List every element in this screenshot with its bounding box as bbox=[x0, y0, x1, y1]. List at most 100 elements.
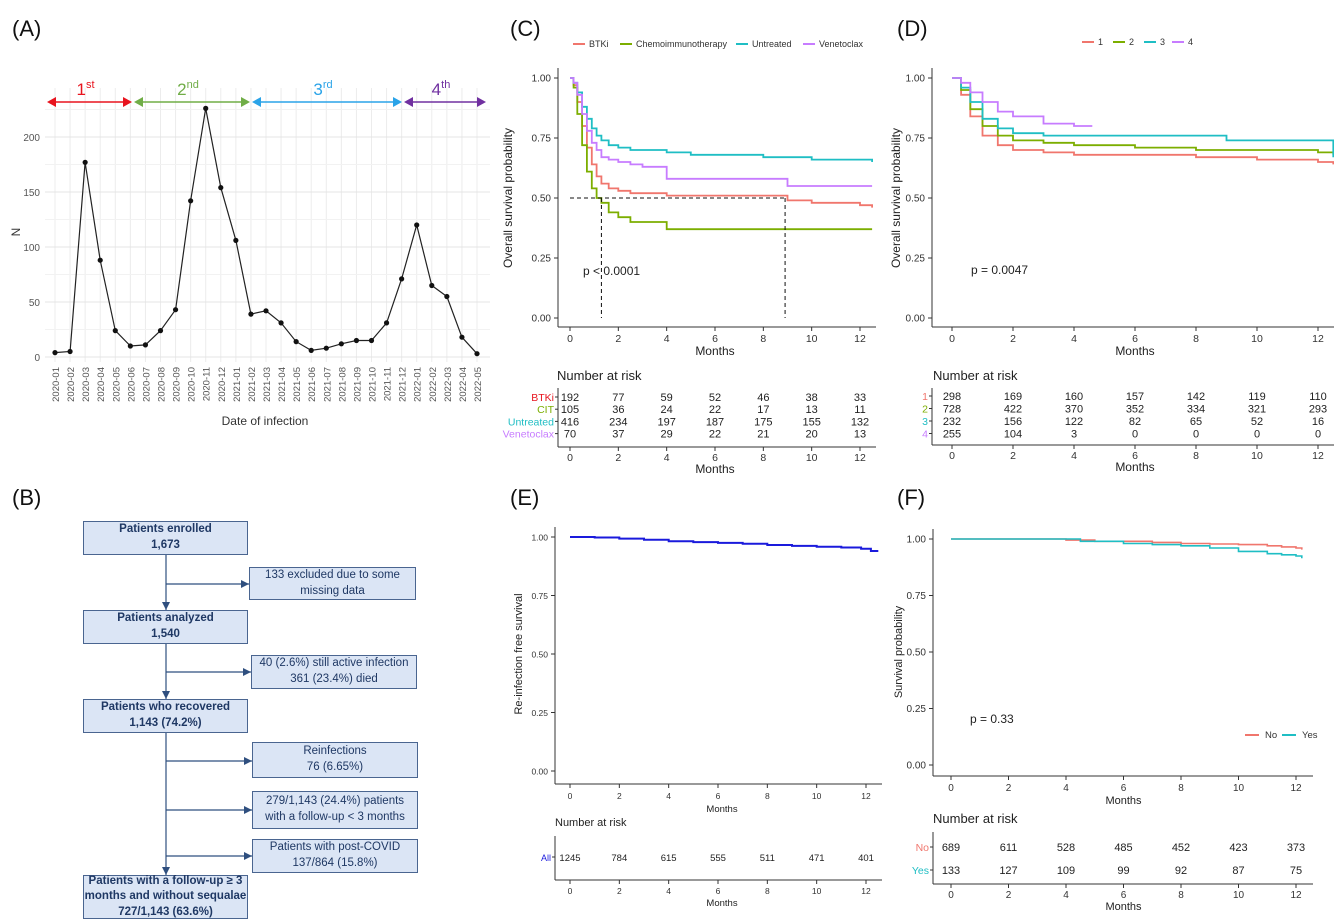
panel-c-risk-row-label: CIT bbox=[537, 404, 555, 416]
panel-d-series-3 bbox=[952, 77, 1334, 158]
panel-e-xlabel: Months bbox=[706, 804, 737, 815]
flow-active-line2: 361 (23.4%) died bbox=[290, 673, 378, 685]
wave-3-arrow-head-left bbox=[252, 97, 261, 107]
panel-f-risk-value: 373 bbox=[1287, 842, 1305, 854]
panel-a-data-point bbox=[188, 198, 194, 204]
flow-arrowhead-reinfections bbox=[244, 757, 252, 765]
panel-a-data-point bbox=[383, 320, 390, 326]
panel-c-risk-value: 24 bbox=[661, 404, 673, 416]
panel-c-risk-xtick-label: 6 bbox=[712, 452, 718, 464]
panel-c-risk-value: 175 bbox=[754, 416, 772, 428]
panel-e-risk-xtick-label: 6 bbox=[716, 886, 721, 896]
panel-c-series-chemoimmunotherapy bbox=[570, 77, 873, 231]
panel-e-xtick-label: 6 bbox=[716, 791, 721, 801]
panel-a-data-point bbox=[67, 348, 73, 355]
panel-f-risk-xtick-label: 4 bbox=[1063, 890, 1069, 901]
flow-arrowhead-active bbox=[243, 668, 251, 676]
flow-reinfections-line1: Reinfections bbox=[303, 745, 367, 758]
panel-d-series-4 bbox=[952, 77, 1093, 127]
panel-e-xtick-label: 4 bbox=[666, 791, 671, 801]
wave-1-arrow-head-left bbox=[47, 97, 56, 107]
panel-d-risk-xtick-label: 10 bbox=[1251, 450, 1263, 462]
wave-3-label: 3rd bbox=[313, 79, 332, 99]
panel-d-xtick-label: 6 bbox=[1132, 333, 1138, 345]
flow-final-line1: Patients with a follow-up ≥ 3 bbox=[88, 874, 243, 887]
wave-2-number: 2 bbox=[177, 80, 186, 99]
panel-d-risk-xtick-label: 6 bbox=[1132, 450, 1138, 462]
flow-followup-line2: with a follow-up < 3 months bbox=[265, 811, 405, 823]
wave-4-suffix: th bbox=[441, 79, 450, 91]
flow-reinfections-box: Reinfections 76 (6.65%) bbox=[252, 742, 418, 778]
panel-d-xtick-label: 4 bbox=[1071, 333, 1077, 345]
panel-d-risk-value: 422 bbox=[1004, 404, 1022, 416]
panel-d-risk-xtick-label: 0 bbox=[949, 450, 955, 462]
flow-enrolled-count: 1,673 bbox=[151, 539, 180, 551]
panel-a-data-point bbox=[323, 345, 329, 351]
panel-d-xlabel: Months bbox=[1115, 344, 1154, 358]
panel-a-data-point bbox=[52, 350, 58, 356]
panel-c-xtick-label: 2 bbox=[615, 333, 621, 345]
panel-a-data-point bbox=[459, 334, 465, 340]
flow-followup-box: 279/1,143 (24.4%) patients with a follow… bbox=[252, 791, 418, 829]
panel-a-xtick-label: 2020-02 bbox=[66, 367, 77, 402]
wave-1-number: 1 bbox=[76, 80, 85, 99]
panel-d-risk-row-label: 4 bbox=[922, 429, 928, 441]
flow-arrowhead-followup bbox=[244, 806, 252, 814]
panel-c-risk-value: 20 bbox=[806, 429, 818, 441]
panel-f-risk-value: 133 bbox=[942, 865, 960, 877]
panel-f-ytick-label: 0.75 bbox=[907, 591, 927, 602]
panel-label-E: (E) bbox=[510, 485, 539, 510]
panel-a-xtick-label: 2021-05 bbox=[292, 367, 303, 402]
panel-c-risk-value: 234 bbox=[609, 416, 627, 428]
panel-a-background bbox=[45, 88, 490, 362]
panel-a-xtick-label: 2020-10 bbox=[187, 367, 198, 402]
flow-enrolled-box: Patients enrolled 1,673 bbox=[83, 521, 248, 555]
flow-reinfections-line2: 76 (6.65%) bbox=[306, 761, 364, 773]
panel-a-data-point bbox=[474, 351, 480, 357]
panel-a-xtick-label: 2020-03 bbox=[81, 367, 92, 402]
panel-f-ytick-label: 0.00 bbox=[907, 761, 927, 772]
panel-a-xtick-label: 2021-09 bbox=[352, 367, 363, 402]
panel-f-risk-value: 611 bbox=[1000, 842, 1018, 854]
panel-d-risk-value: 156 bbox=[1004, 416, 1022, 428]
panel-a-data-point bbox=[338, 341, 344, 347]
panel-d-risk-value: 232 bbox=[943, 416, 961, 428]
panel-e-risk-value: 555 bbox=[710, 853, 726, 864]
flow-enrolled-title: Patients enrolled bbox=[119, 523, 212, 536]
panel-c-risk-value: 197 bbox=[657, 416, 675, 428]
panel-e-risk-value: 511 bbox=[760, 853, 775, 864]
panel-e-risk-value: 471 bbox=[809, 853, 825, 864]
flow-arrowhead-excluded bbox=[241, 580, 249, 588]
panel-a-data-point bbox=[233, 237, 239, 243]
panel-c-risk-value: 22 bbox=[709, 429, 721, 441]
flow-recovered-count: 1,143 (74.2%) bbox=[129, 717, 202, 729]
panel-a-xtick-label: 2020-07 bbox=[141, 367, 152, 402]
panel-f-risk-value: 528 bbox=[1057, 842, 1075, 854]
panel-a-xtick-label: 2020-04 bbox=[96, 367, 107, 402]
panel-e-ytick-label: 0.25 bbox=[531, 708, 548, 718]
panel-d-risk-xtick-label: 4 bbox=[1071, 450, 1077, 462]
panel-c-risk-xtick-label: 0 bbox=[567, 452, 573, 464]
panel-a-xtick-label: 2021-04 bbox=[277, 367, 288, 402]
panel-a-data-point bbox=[218, 185, 224, 191]
panel-f-risk-xtick-label: 0 bbox=[948, 890, 954, 901]
panel-e-xtick-label: 8 bbox=[765, 791, 770, 801]
panel-f-risk-value: 127 bbox=[999, 865, 1017, 877]
panel-f-ylabel: Survival probability bbox=[893, 605, 905, 698]
wave-1-label: 1st bbox=[76, 79, 94, 99]
panel-a-data-point bbox=[399, 276, 405, 282]
flow-arrowhead-3 bbox=[162, 867, 170, 875]
panel-f-risk-value: 92 bbox=[1175, 865, 1187, 877]
panel-d-legend-label: 2 bbox=[1129, 37, 1134, 47]
panel-f-risk-xtick-label: 10 bbox=[1233, 890, 1245, 901]
wave-2-label: 2nd bbox=[177, 79, 199, 99]
panel-e-xtick-label: 12 bbox=[861, 791, 871, 801]
panel-e-xtick-label: 0 bbox=[568, 791, 573, 801]
panel-d-risk-xtick-label: 12 bbox=[1312, 450, 1324, 462]
panel-c-legend-label: Chemoimmunotherapy bbox=[636, 39, 728, 49]
wave-1-suffix: st bbox=[86, 79, 95, 91]
panel-a-xtick-label: 2022-02 bbox=[428, 367, 439, 402]
panel-c-risk-value: 155 bbox=[802, 416, 820, 428]
panel-d-risk-xlabel: Months bbox=[1115, 460, 1154, 474]
